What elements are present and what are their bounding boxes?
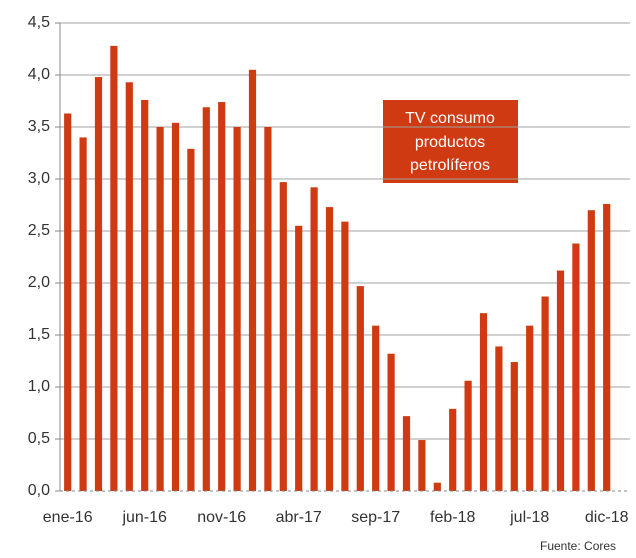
bar xyxy=(433,482,441,491)
annotation: TV consumo xyxy=(405,110,495,127)
y-tick-label: 0,0 xyxy=(28,482,50,499)
y-tick-label: 2,5 xyxy=(28,222,50,239)
bar xyxy=(572,243,580,491)
bar xyxy=(218,102,226,491)
x-tick-label: abr-17 xyxy=(276,509,322,526)
bar xyxy=(264,127,272,491)
bar xyxy=(110,45,118,491)
bar xyxy=(325,207,334,491)
bar xyxy=(310,187,318,491)
source: Fuente: Cores xyxy=(540,539,616,553)
y-tick-label: 0,5 xyxy=(28,430,50,447)
bar xyxy=(248,69,257,492)
bar xyxy=(141,99,149,492)
bar xyxy=(510,362,518,491)
y-tick-label: 2,0 xyxy=(28,274,50,291)
x-tick-label: nov-16 xyxy=(197,509,246,526)
bar xyxy=(372,325,380,491)
bar xyxy=(64,113,72,491)
bar xyxy=(541,296,549,491)
y-tick-label: 1,5 xyxy=(28,326,50,343)
bar xyxy=(295,225,303,492)
bar xyxy=(279,182,287,491)
bar xyxy=(341,221,349,491)
x-tick-label: ene-16 xyxy=(43,509,93,526)
bar xyxy=(171,122,180,491)
bar xyxy=(387,353,395,491)
bar xyxy=(202,107,210,492)
bar xyxy=(402,416,411,491)
bar xyxy=(79,137,87,491)
bar xyxy=(526,325,534,491)
bar xyxy=(603,203,611,491)
bar xyxy=(187,148,195,491)
bar xyxy=(233,127,241,491)
bar xyxy=(587,210,595,491)
y-tick-label: 1,0 xyxy=(28,378,50,395)
y-tick-label: 4,0 xyxy=(28,66,50,83)
annotation: petrolíferos xyxy=(410,157,490,174)
bar xyxy=(125,82,133,491)
bar xyxy=(356,286,364,491)
x-tick-label: jun-16 xyxy=(121,509,167,526)
bar xyxy=(479,313,488,491)
bar xyxy=(94,77,103,491)
x-tick-label: sep-17 xyxy=(351,509,400,526)
bar xyxy=(449,408,457,491)
bar xyxy=(556,270,565,491)
bar xyxy=(495,346,503,491)
bar xyxy=(464,380,472,491)
y-tick-label: 3,5 xyxy=(28,118,50,135)
x-tick-label: feb-18 xyxy=(430,509,475,526)
bar xyxy=(156,127,164,491)
annotation-box xyxy=(383,100,518,183)
bar xyxy=(418,440,426,491)
y-tick-label: 3,0 xyxy=(28,170,50,187)
x-tick-label: dic-18 xyxy=(585,509,629,526)
annotation: productos xyxy=(415,134,485,151)
y-tick-label: 4,5 xyxy=(28,14,50,31)
x-tick-label: jul-18 xyxy=(509,509,549,526)
